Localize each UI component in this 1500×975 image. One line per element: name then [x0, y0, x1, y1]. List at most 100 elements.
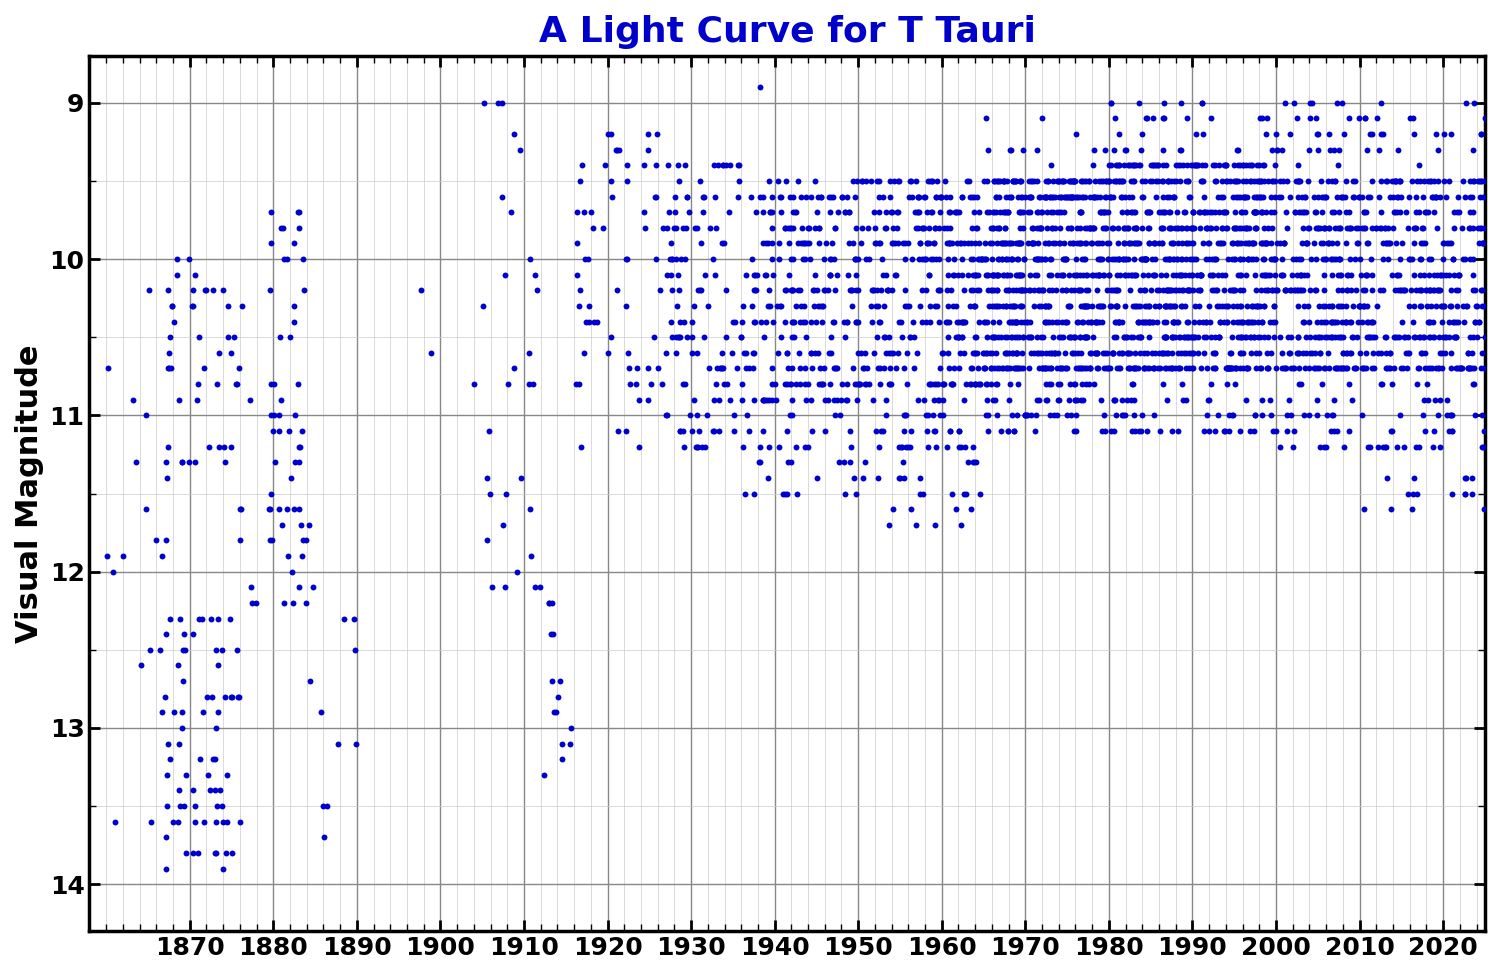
Point: [1347, 314, 1371, 330]
Point: [1262, 252, 1286, 267]
Point: [920, 174, 944, 189]
Point: [170, 721, 194, 736]
Point: [1236, 252, 1260, 267]
Point: [342, 610, 366, 626]
Point: [871, 330, 895, 345]
Point: [1473, 220, 1497, 236]
Point: [1335, 314, 1359, 330]
Point: [1323, 174, 1347, 189]
Point: [1047, 361, 1071, 376]
Point: [1228, 267, 1252, 283]
Point: [996, 361, 1020, 376]
Point: [1053, 236, 1077, 252]
Point: [986, 252, 1010, 267]
Point: [1098, 189, 1122, 205]
Point: [1258, 345, 1282, 361]
Point: [958, 501, 982, 517]
Point: [1264, 142, 1288, 158]
Point: [1160, 423, 1184, 439]
Point: [1112, 330, 1136, 345]
Point: [663, 345, 687, 361]
Point: [531, 767, 555, 783]
Point: [662, 220, 686, 236]
Point: [771, 486, 795, 501]
Point: [1221, 283, 1245, 298]
Point: [1356, 142, 1380, 158]
Point: [1304, 220, 1328, 236]
Point: [1034, 252, 1058, 267]
Point: [798, 252, 822, 267]
Point: [1174, 174, 1198, 189]
Point: [1460, 361, 1484, 376]
Point: [873, 408, 897, 423]
Point: [1186, 298, 1210, 314]
Point: [228, 501, 252, 517]
Point: [1185, 252, 1209, 267]
Point: [494, 486, 517, 501]
Point: [784, 486, 808, 501]
Point: [122, 392, 146, 408]
Point: [939, 283, 963, 298]
Point: [1310, 330, 1334, 345]
Point: [1252, 298, 1276, 314]
Point: [204, 845, 228, 861]
Point: [792, 376, 816, 392]
Point: [1472, 298, 1496, 314]
Point: [1070, 205, 1094, 220]
Point: [1287, 345, 1311, 361]
Point: [1134, 252, 1158, 267]
Point: [1179, 220, 1203, 236]
Point: [1137, 298, 1161, 314]
Point: [924, 189, 948, 205]
Point: [1328, 220, 1352, 236]
Point: [1156, 174, 1180, 189]
Point: [918, 298, 942, 314]
Point: [1250, 314, 1274, 330]
Point: [1418, 330, 1442, 345]
Point: [1029, 361, 1053, 376]
Point: [1446, 314, 1470, 330]
Point: [150, 705, 174, 721]
Point: [1473, 439, 1497, 454]
Point: [1100, 189, 1124, 205]
Point: [1007, 361, 1031, 376]
Point: [286, 501, 310, 517]
Point: [471, 298, 495, 314]
Point: [1206, 189, 1230, 205]
Point: [926, 376, 950, 392]
Point: [724, 361, 748, 376]
Point: [1256, 220, 1280, 236]
Point: [1076, 330, 1100, 345]
Point: [1338, 314, 1362, 330]
Point: [207, 345, 231, 361]
Point: [564, 376, 588, 392]
Point: [633, 205, 657, 220]
Point: [960, 252, 984, 267]
Point: [1020, 236, 1044, 252]
Point: [921, 252, 945, 267]
Point: [220, 845, 245, 861]
Point: [1338, 252, 1362, 267]
Point: [1330, 345, 1354, 361]
Point: [1416, 174, 1440, 189]
Point: [1226, 174, 1250, 189]
Point: [821, 189, 844, 205]
Point: [1030, 361, 1054, 376]
Point: [1038, 361, 1062, 376]
Point: [1198, 205, 1222, 220]
Point: [1116, 220, 1140, 236]
Point: [1107, 345, 1131, 361]
Point: [1019, 189, 1042, 205]
Point: [1350, 298, 1374, 314]
Point: [1221, 298, 1245, 314]
Point: [1328, 205, 1352, 220]
Point: [1322, 392, 1346, 408]
Point: [1023, 267, 1047, 283]
Point: [861, 392, 885, 408]
Point: [1444, 205, 1468, 220]
Point: [1180, 252, 1204, 267]
Point: [1359, 330, 1383, 345]
Point: [1414, 283, 1438, 298]
Point: [1428, 283, 1452, 298]
Point: [656, 158, 680, 174]
